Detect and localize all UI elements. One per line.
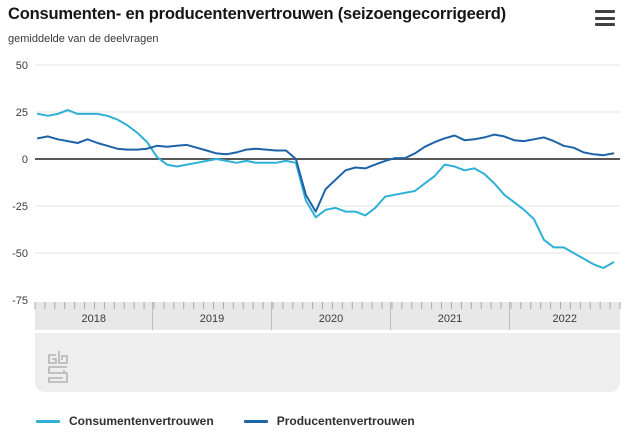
x-axis-year-label: 2018 xyxy=(82,313,106,325)
legend-item-consumentenvertrouwen[interactable]: Consumentenvertrouwen xyxy=(36,414,214,428)
x-axis-year-label: 2019 xyxy=(200,313,224,325)
legend: Consumentenvertrouwen Producentenvertrou… xyxy=(36,414,445,428)
menu-icon[interactable] xyxy=(595,9,617,27)
series-line-producentenvertrouwen xyxy=(37,133,615,213)
y-axis-label: 25 xyxy=(16,107,28,119)
menu-bar xyxy=(595,23,615,26)
menu-bar xyxy=(595,10,615,13)
x-axis-year-label: 2020 xyxy=(319,313,343,325)
y-axis-label: -25 xyxy=(12,201,28,213)
x-axis-year-label: 2021 xyxy=(438,313,462,325)
series-line-consumentenvertrouwen xyxy=(37,109,615,269)
cbs-logo xyxy=(48,351,68,383)
legend-swatch-consumentenvertrouwen xyxy=(36,419,60,423)
chart-title: Consumenten- en producentenvertrouwen (s… xyxy=(8,5,506,23)
y-axis-label: -75 xyxy=(12,295,28,307)
y-axis-label: 0 xyxy=(22,154,28,166)
legend-label-producentenvertrouwen: Producentenvertrouwen xyxy=(276,414,415,428)
x-axis-band xyxy=(35,302,620,330)
legend-swatch-producentenvertrouwen xyxy=(243,419,268,423)
legend-label-consumentenvertrouwen: Consumentenvertrouwen xyxy=(69,414,214,428)
legend-item-producentenvertrouwen[interactable]: Producentenvertrouwen xyxy=(243,414,415,428)
y-axis-label: 50 xyxy=(16,60,28,72)
x-axis-year-label: 2022 xyxy=(553,313,577,325)
chart-footer-panel xyxy=(35,333,620,392)
y-axis-label: -50 xyxy=(12,248,28,260)
menu-bar xyxy=(595,16,615,20)
chart-subtitle: gemiddelde van de deelvragen xyxy=(8,33,159,45)
